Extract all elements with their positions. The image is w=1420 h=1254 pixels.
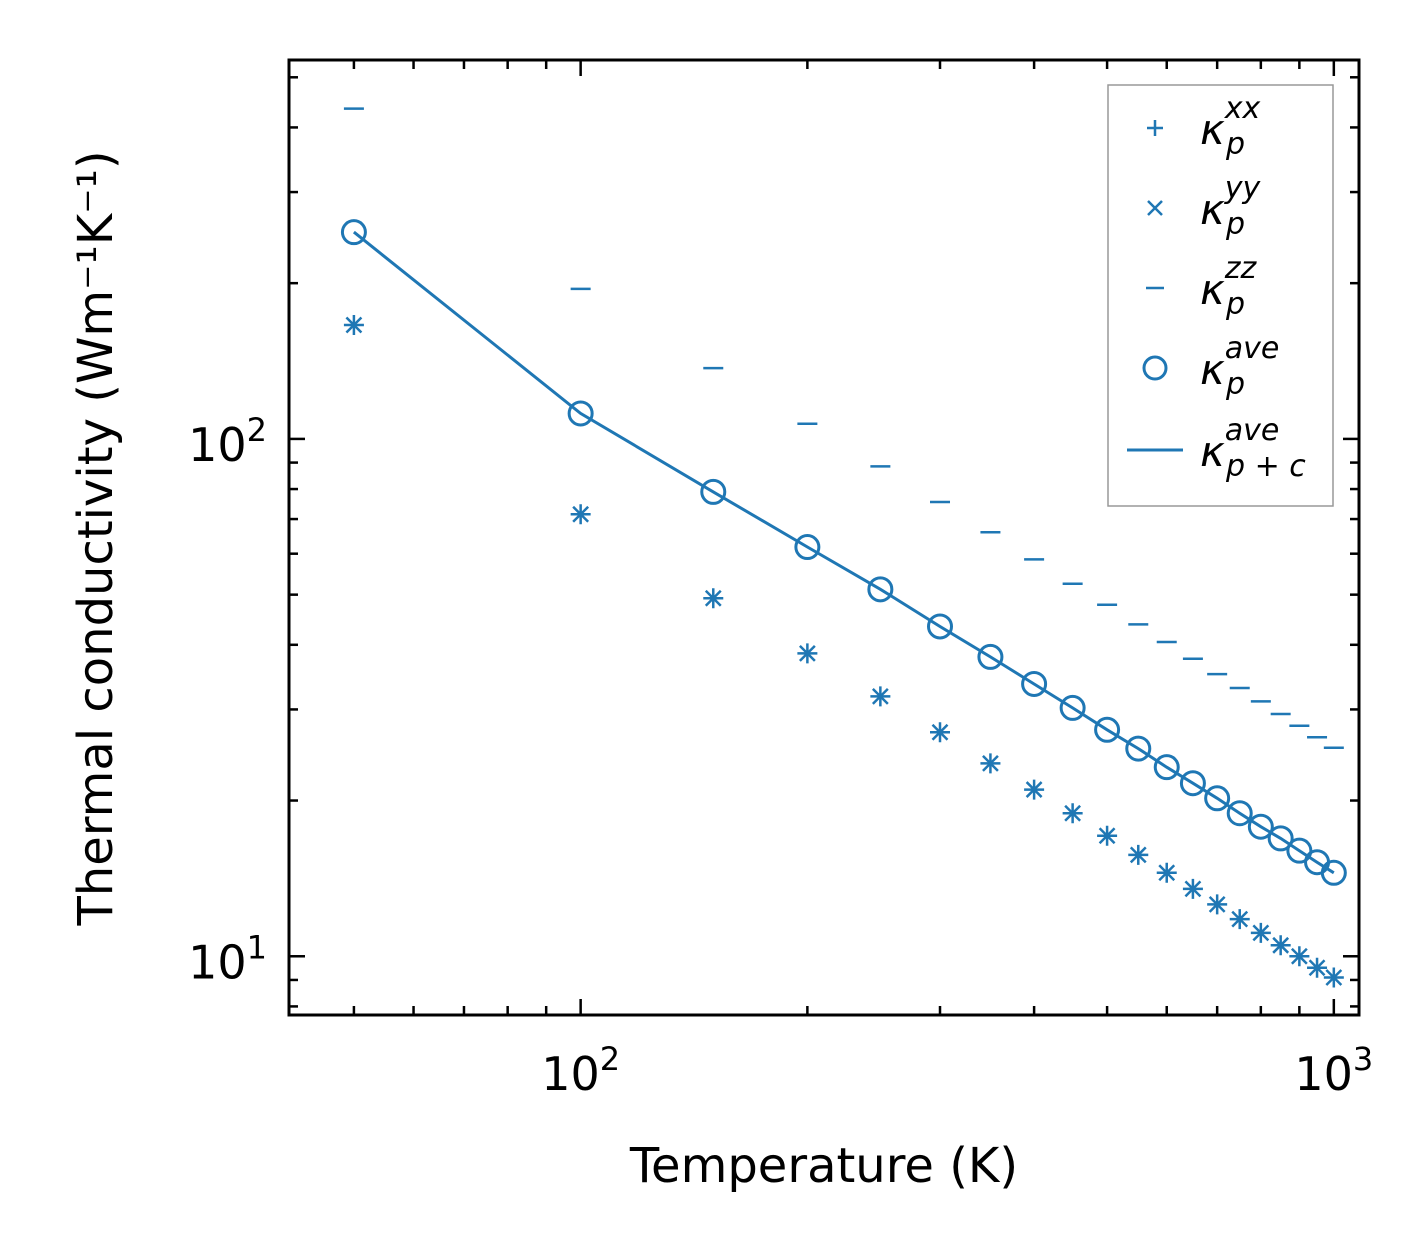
data-marks [340,107,1347,988]
x-tick-label: 103 [1294,1040,1373,1101]
point-kappa-yy [1272,936,1290,954]
point-kappa-yy [1308,959,1326,977]
point-kappa-ave [1094,716,1121,743]
point-kappa-yy [1231,910,1249,928]
x-axis-title: Temperature (K) [629,1138,1018,1194]
legend-marker-circle [1142,355,1168,381]
point-kappa-ave [1226,800,1253,827]
point-kappa-ave [1204,785,1231,812]
legend-label: κxx p [1200,91,1261,162]
axes-frame [287,58,1361,1017]
x-tick-label: 102 [541,1040,620,1101]
point-kappa-yy [871,687,889,705]
point-kappa-ave [340,219,367,246]
point-kappa-ave [867,576,894,603]
point-kappa-ave [794,534,821,561]
legend-label: κzz p [1200,251,1258,322]
point-kappa-ave [1320,859,1347,886]
legend-label: κave p + c [1200,413,1306,484]
point-kappa-yy [345,316,363,334]
point-kappa-ave [1021,670,1048,697]
point-kappa-yy [1158,864,1176,882]
legend: κxx p κyy p κzz p κave p κave p + c [1107,84,1334,507]
point-kappa-ave [1286,837,1313,864]
point-kappa-ave [567,400,594,427]
point-kappa-yy [1252,924,1270,942]
legend-box [1107,84,1334,507]
point-kappa-yy [1098,827,1116,845]
legend-label: κave p [1200,331,1279,402]
point-kappa-yy [1290,947,1308,965]
point-kappa-ave [1247,813,1274,840]
point-kappa-ave [700,478,727,505]
y-tick-label: 102 [188,411,267,472]
legend-label: κyy p [1200,171,1262,242]
legend-marker-plus [1147,120,1163,136]
point-kappa-ave [1179,770,1206,797]
point-kappa-ave [1153,754,1180,781]
point-kappa-yy [1184,880,1202,898]
point-kappa-yy [1064,804,1082,822]
point-kappa-yy [1129,846,1147,864]
point-kappa-ave [1059,694,1086,721]
point-kappa-yy [931,723,949,741]
point-kappa-yy [1208,895,1226,913]
series-line-kappa-p+c-ave [352,230,1335,875]
legend-marker-x [1147,200,1163,216]
point-kappa-ave [927,613,954,640]
y-axis-title: Thermal conductivity (Wm⁻¹K⁻¹) [68,150,124,926]
point-kappa-ave [977,643,1004,670]
point-kappa-ave [1267,825,1294,852]
point-kappa-yy [1325,969,1343,986]
point-kappa-ave [1125,735,1152,762]
y-tick-label: 101 [188,928,267,989]
point-kappa-yy [982,754,999,772]
point-kappa-yy [798,644,816,662]
point-kappa-yy [572,505,590,523]
point-kappa-yy [1025,781,1043,798]
point-kappa-yy [704,589,722,607]
